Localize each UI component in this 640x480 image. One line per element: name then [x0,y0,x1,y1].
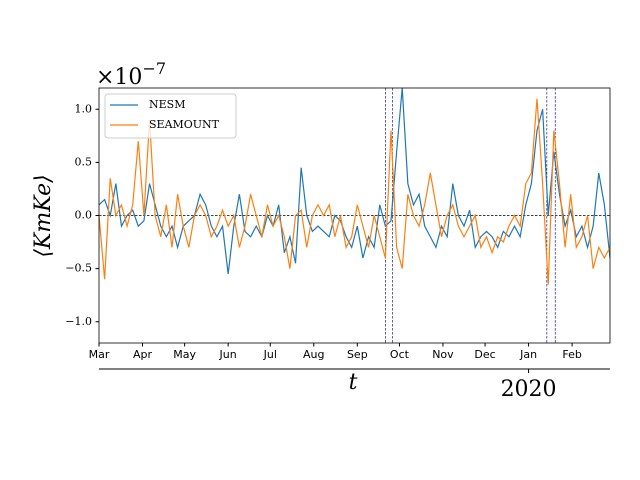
x-tick-label: Jun [219,348,237,361]
x-tick-label: Aug [303,348,324,361]
x-axis-label: t [349,370,358,395]
y-axis-label: ⟨KmKe⟩ [31,174,56,257]
offset-exponent: −7 [142,59,166,78]
series-line [99,88,610,275]
x-tick-label: Sep [347,348,368,361]
secondary-x-tick-label: 2020 [501,377,557,402]
y-tick-label: 1.0 [75,102,93,115]
y-offset-label: ×10−7 [96,59,166,91]
y-tick-label: −1.0 [65,315,92,328]
x-tick-label: Oct [390,348,410,361]
x-tick-label: Mar [89,348,110,361]
y-tick-label: −0.5 [65,262,92,275]
x-tick-label: Dec [474,348,495,361]
series-line [99,98,610,285]
y-tick-label: 0.5 [75,155,93,168]
x-tick-label: Apr [133,348,153,361]
offset-base: ×10 [96,65,142,90]
x-tick-label: Nov [432,348,454,361]
x-tick-label: Feb [562,348,581,361]
plot-frame [98,87,611,344]
legend-label: NESM [149,98,185,111]
x-tick-label: Jan [519,348,537,361]
legend-label: SEAMOUNT [149,118,220,131]
y-tick-label: 0.0 [75,209,93,222]
x-tick-label: Jul [263,348,277,361]
x-tick-label: May [173,348,196,361]
